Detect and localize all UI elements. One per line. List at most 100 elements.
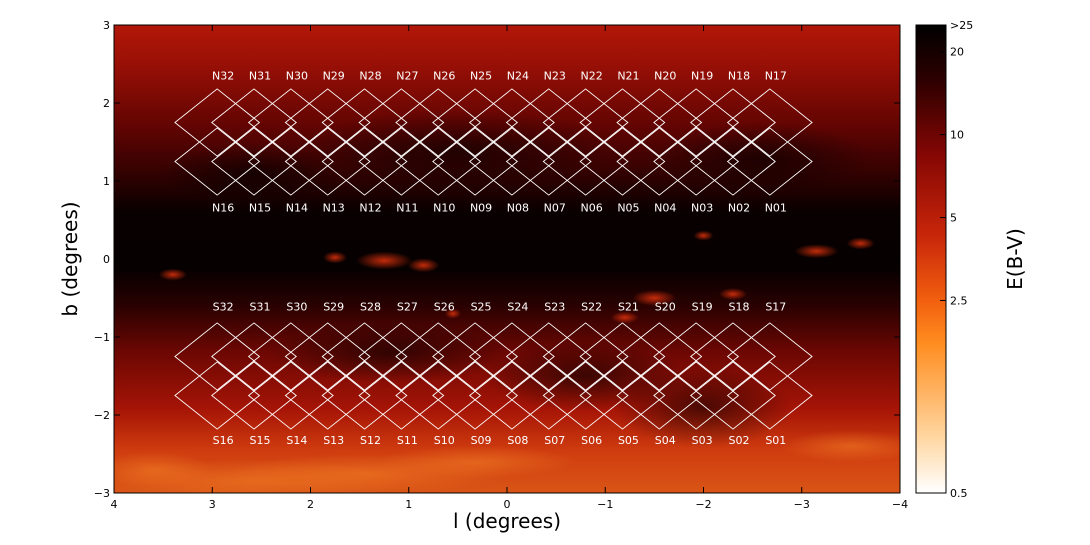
survey-field-outline: [358, 88, 445, 157]
field-label: N18: [728, 70, 750, 83]
field-label: N06: [580, 202, 602, 215]
field-label: S32: [213, 301, 234, 314]
survey-field-outline: [395, 361, 482, 430]
colorbar-label: E(B-V): [1003, 228, 1027, 290]
survey-field-outline: [468, 361, 555, 430]
field-label: S13: [323, 434, 344, 447]
field-label: N03: [691, 202, 713, 215]
survey-field-outline: [690, 322, 776, 391]
survey-field-outline: [726, 88, 813, 157]
field-label: S24: [507, 301, 528, 314]
survey-field-outline: [321, 127, 408, 196]
dust-feature: [356, 251, 413, 270]
dust-feature: [693, 230, 714, 241]
survey-field-outline: [726, 127, 813, 196]
field-label: S20: [655, 301, 676, 314]
field-label: S07: [544, 434, 565, 447]
dust-feature: [323, 251, 348, 264]
colorbar-tick-label: >25: [950, 19, 973, 32]
survey-field-outline: [505, 88, 592, 157]
dust-feature: [780, 430, 900, 463]
field-label: N32: [212, 70, 234, 83]
x-tick-label: −1: [597, 498, 613, 511]
survey-field-outline: [247, 127, 334, 196]
field-label: N07: [544, 202, 566, 215]
x-tick-label: 0: [504, 498, 511, 511]
field-label: S04: [655, 434, 676, 447]
dust-feature: [610, 311, 639, 324]
survey-fields: [174, 88, 813, 430]
field-label: N23: [544, 70, 566, 83]
dust-feature: [377, 445, 578, 478]
field-label: N17: [765, 70, 787, 83]
colorbar-tick-label: 5: [950, 212, 957, 225]
x-tick-label: −4: [892, 498, 908, 511]
survey-field-outline: [321, 322, 408, 391]
field-label: S10: [434, 434, 455, 447]
field-label: N12: [359, 202, 381, 215]
survey-field-outline: [542, 361, 629, 430]
field-label: N16: [212, 202, 234, 215]
survey-field-outline: [432, 127, 519, 196]
y-axis-label: b (degrees): [58, 201, 82, 316]
field-label: N14: [286, 202, 308, 215]
dust-feature: [269, 322, 510, 383]
survey-field-outline: [468, 322, 555, 391]
field-label: N11: [396, 202, 418, 215]
survey-field-outline: [211, 127, 297, 196]
colorbar-ticks: 0.5 2.5 5 10 20 >25: [940, 19, 973, 500]
field-label: S08: [507, 434, 528, 447]
field-label: N13: [323, 202, 345, 215]
field-label: N02: [728, 202, 750, 215]
field-label: N15: [249, 202, 271, 215]
field-label: N30: [286, 70, 308, 83]
field-label: S25: [471, 301, 492, 314]
field-label: S29: [323, 301, 344, 314]
x-axis-label: l (degrees): [453, 509, 561, 533]
field-label: S05: [618, 434, 639, 447]
survey-field-outline: [284, 88, 371, 157]
survey-field-outline: [653, 361, 740, 430]
dust-feature: [114, 451, 214, 488]
field-label: S31: [250, 301, 271, 314]
survey-field-outline: [690, 88, 776, 157]
field-label: S22: [581, 301, 602, 314]
survey-field-outline: [321, 88, 408, 157]
field-label: N05: [617, 202, 639, 215]
field-label: S23: [544, 301, 565, 314]
field-label: N29: [323, 70, 345, 83]
survey-field-outline: [211, 322, 297, 391]
field-label: N31: [249, 70, 271, 83]
dust-feature: [161, 143, 342, 204]
field-label: S16: [213, 434, 234, 447]
survey-field-outline: [247, 88, 334, 157]
field-label: N19: [691, 70, 713, 83]
survey-field-outline: [358, 322, 445, 391]
dust-feature: [794, 244, 839, 259]
dust-feature: [718, 288, 747, 301]
field-labels: N32 N31 N30 N29 N28 N27 N26 N25 N24 N23 N22 N21 N20 N…: [212, 70, 787, 447]
survey-field-outline: [284, 322, 371, 391]
x-axis: 4 3 2 1 0 −1 −2 −3 −4: [111, 25, 908, 511]
survey-field-outline: [174, 88, 261, 157]
field-label: S03: [692, 434, 713, 447]
heatmap-texture: [114, 109, 900, 493]
survey-field-outline: [174, 361, 261, 430]
survey-field-outline: [432, 88, 519, 157]
field-label: N24: [507, 70, 529, 83]
survey-field-outline: [395, 88, 482, 157]
survey-field-outline: [616, 127, 703, 196]
field-label: N25: [470, 70, 492, 83]
field-label: N20: [654, 70, 676, 83]
dust-feature: [444, 308, 461, 319]
survey-field-outline: [653, 322, 740, 391]
field-label: S28: [360, 301, 381, 314]
survey-field-outline: [211, 361, 297, 430]
survey-field-outline: [247, 361, 334, 430]
x-tick-label: 1: [405, 498, 412, 511]
survey-field-outline: [505, 322, 592, 391]
survey-field-outline: [247, 322, 334, 391]
survey-field-outline: [211, 88, 297, 157]
field-label: S01: [765, 434, 786, 447]
